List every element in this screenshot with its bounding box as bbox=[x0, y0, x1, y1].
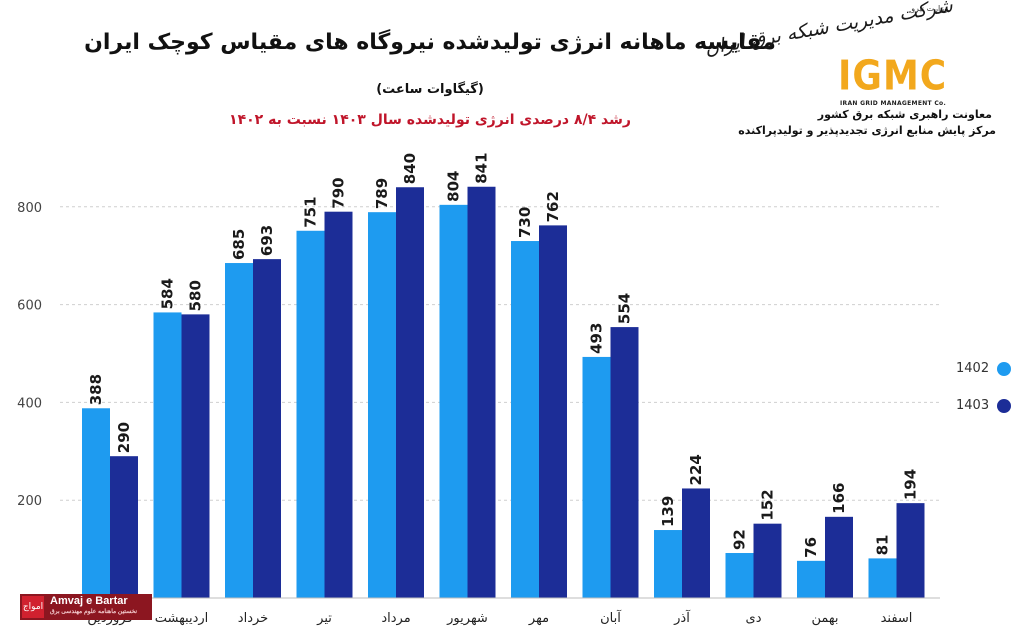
brand-title: Amvaj e Bartar bbox=[50, 595, 128, 607]
data-label: 388 bbox=[87, 374, 105, 405]
bar-1402-8 bbox=[654, 530, 682, 598]
data-label: 139 bbox=[659, 496, 677, 527]
logo-mark: IGMC bbox=[838, 52, 948, 101]
legend-item-1403: 1403 bbox=[956, 398, 1012, 413]
bar-1402-7 bbox=[582, 356, 611, 598]
growth-note: رشد ۸/۴ درصدی انرژی تولیدشده سال ۱۴۰۳ نس… bbox=[229, 112, 631, 128]
x-tick-label: آذر bbox=[673, 609, 691, 626]
data-label: 554 bbox=[616, 293, 634, 324]
data-label: 804 bbox=[445, 171, 463, 202]
y-tick-label: 800 bbox=[17, 201, 42, 216]
legend-item-1402: 1402 bbox=[956, 361, 1012, 376]
bar-1403-8 bbox=[682, 488, 710, 598]
legend-label: 1403 bbox=[956, 398, 990, 413]
legend-label: 1402 bbox=[956, 361, 990, 376]
bars bbox=[82, 186, 925, 599]
x-tick-label: اردیبهشت bbox=[155, 611, 209, 626]
bar-1403-0 bbox=[110, 456, 138, 598]
data-label: 693 bbox=[258, 225, 276, 256]
bar-1402-5 bbox=[439, 204, 468, 598]
amvaj-bartar-badge: امواج Amvaj e Bartar نخستین ماهنامه علوم… bbox=[20, 594, 152, 620]
data-label: 790 bbox=[330, 177, 348, 208]
chart-title: مقایسه ماهانه انرژی تولیدشده نیروگاه های… bbox=[84, 30, 776, 55]
bar-1402-1 bbox=[153, 312, 182, 598]
data-label: 580 bbox=[187, 280, 205, 311]
bar-1402-11 bbox=[868, 558, 897, 598]
data-label: 76 bbox=[802, 537, 820, 558]
logo-ministry-text: وزارت نیرو bbox=[911, 4, 948, 13]
x-tick-label: مرداد bbox=[381, 611, 410, 626]
bar-1402-2 bbox=[225, 263, 253, 598]
department-line-2: مرکز پایش منابع انرژی تجدیدپذیر و تولیدپ… bbox=[738, 124, 996, 137]
legend-swatch-1402 bbox=[997, 361, 1012, 376]
bar-1402-4 bbox=[368, 212, 396, 598]
data-label: 194 bbox=[902, 469, 920, 500]
bar-1402-3 bbox=[296, 230, 325, 599]
x-tick-label: خرداد bbox=[238, 611, 268, 626]
data-label: 493 bbox=[588, 323, 606, 354]
data-label: 166 bbox=[830, 483, 848, 514]
data-label: 751 bbox=[302, 196, 320, 227]
data-labels: 388 290 584 580 685 693 751 790 789 840 804 841 730 7… bbox=[87, 152, 920, 557]
data-label: 789 bbox=[373, 178, 391, 209]
data-label: 685 bbox=[230, 229, 248, 260]
y-tick-label: 200 bbox=[17, 494, 42, 509]
data-label: 290 bbox=[115, 422, 133, 453]
x-tick-label: شهریور bbox=[446, 611, 488, 626]
data-label: 730 bbox=[516, 207, 534, 238]
igmc-logo: وزارت نیرو شرکت مدیریت شبکه برق ایران IG… bbox=[703, 0, 970, 107]
bar-1403-10 bbox=[825, 516, 853, 598]
data-label: 841 bbox=[473, 152, 491, 183]
x-tick-label: مهر bbox=[528, 611, 549, 626]
data-label: 840 bbox=[401, 153, 419, 184]
bar-1403-1 bbox=[181, 314, 210, 598]
amvaj-logo-icon: امواج bbox=[22, 596, 44, 618]
brand-name: Amvaj e Bartar نخستین ماهنامه علوم مهندس… bbox=[46, 596, 137, 618]
bar-1402-0 bbox=[82, 408, 110, 598]
department-line-1: معاونت راهبری شبکه برق کشور bbox=[817, 108, 992, 121]
data-label: 81 bbox=[874, 535, 892, 556]
bar-1402-6 bbox=[511, 241, 539, 598]
bar-1403-2 bbox=[253, 259, 281, 598]
x-tick-label: اسفند bbox=[881, 611, 913, 626]
bar-1403-3 bbox=[324, 211, 353, 598]
data-label: 152 bbox=[759, 489, 777, 520]
data-label: 584 bbox=[159, 278, 177, 309]
logo-english-name: IRAN GRID MANAGEMENT Co. bbox=[840, 100, 947, 107]
bar-1402-9 bbox=[725, 553, 754, 598]
bar-1403-9 bbox=[753, 523, 782, 598]
bar-1403-11 bbox=[896, 503, 925, 598]
bar-1403-7 bbox=[610, 327, 639, 598]
x-tick-label: تیر bbox=[316, 611, 332, 626]
chart-unit: (گیگاوات ساعت) bbox=[376, 82, 484, 97]
x-tick-label: آبان bbox=[600, 609, 622, 626]
y-tick-label: 600 bbox=[17, 299, 42, 314]
legend-swatch-1403 bbox=[997, 398, 1012, 413]
bar-1403-4 bbox=[396, 187, 424, 599]
x-tick-label: دی bbox=[746, 611, 762, 626]
y-tick-label: 400 bbox=[17, 396, 42, 411]
bar-1403-5 bbox=[467, 186, 496, 598]
data-label: 224 bbox=[687, 454, 705, 485]
x-tick-label: بهمن bbox=[811, 611, 838, 626]
data-label: 92 bbox=[731, 529, 749, 550]
data-label: 762 bbox=[544, 191, 562, 222]
bar-1402-10 bbox=[797, 560, 825, 598]
axes: 200400600800فروردیناردیبهشتخردادتیرمرداد… bbox=[17, 201, 940, 626]
brand-tagline: نخستین ماهنامه علوم مهندسی برق bbox=[50, 609, 138, 615]
bar-1403-6 bbox=[539, 225, 567, 598]
